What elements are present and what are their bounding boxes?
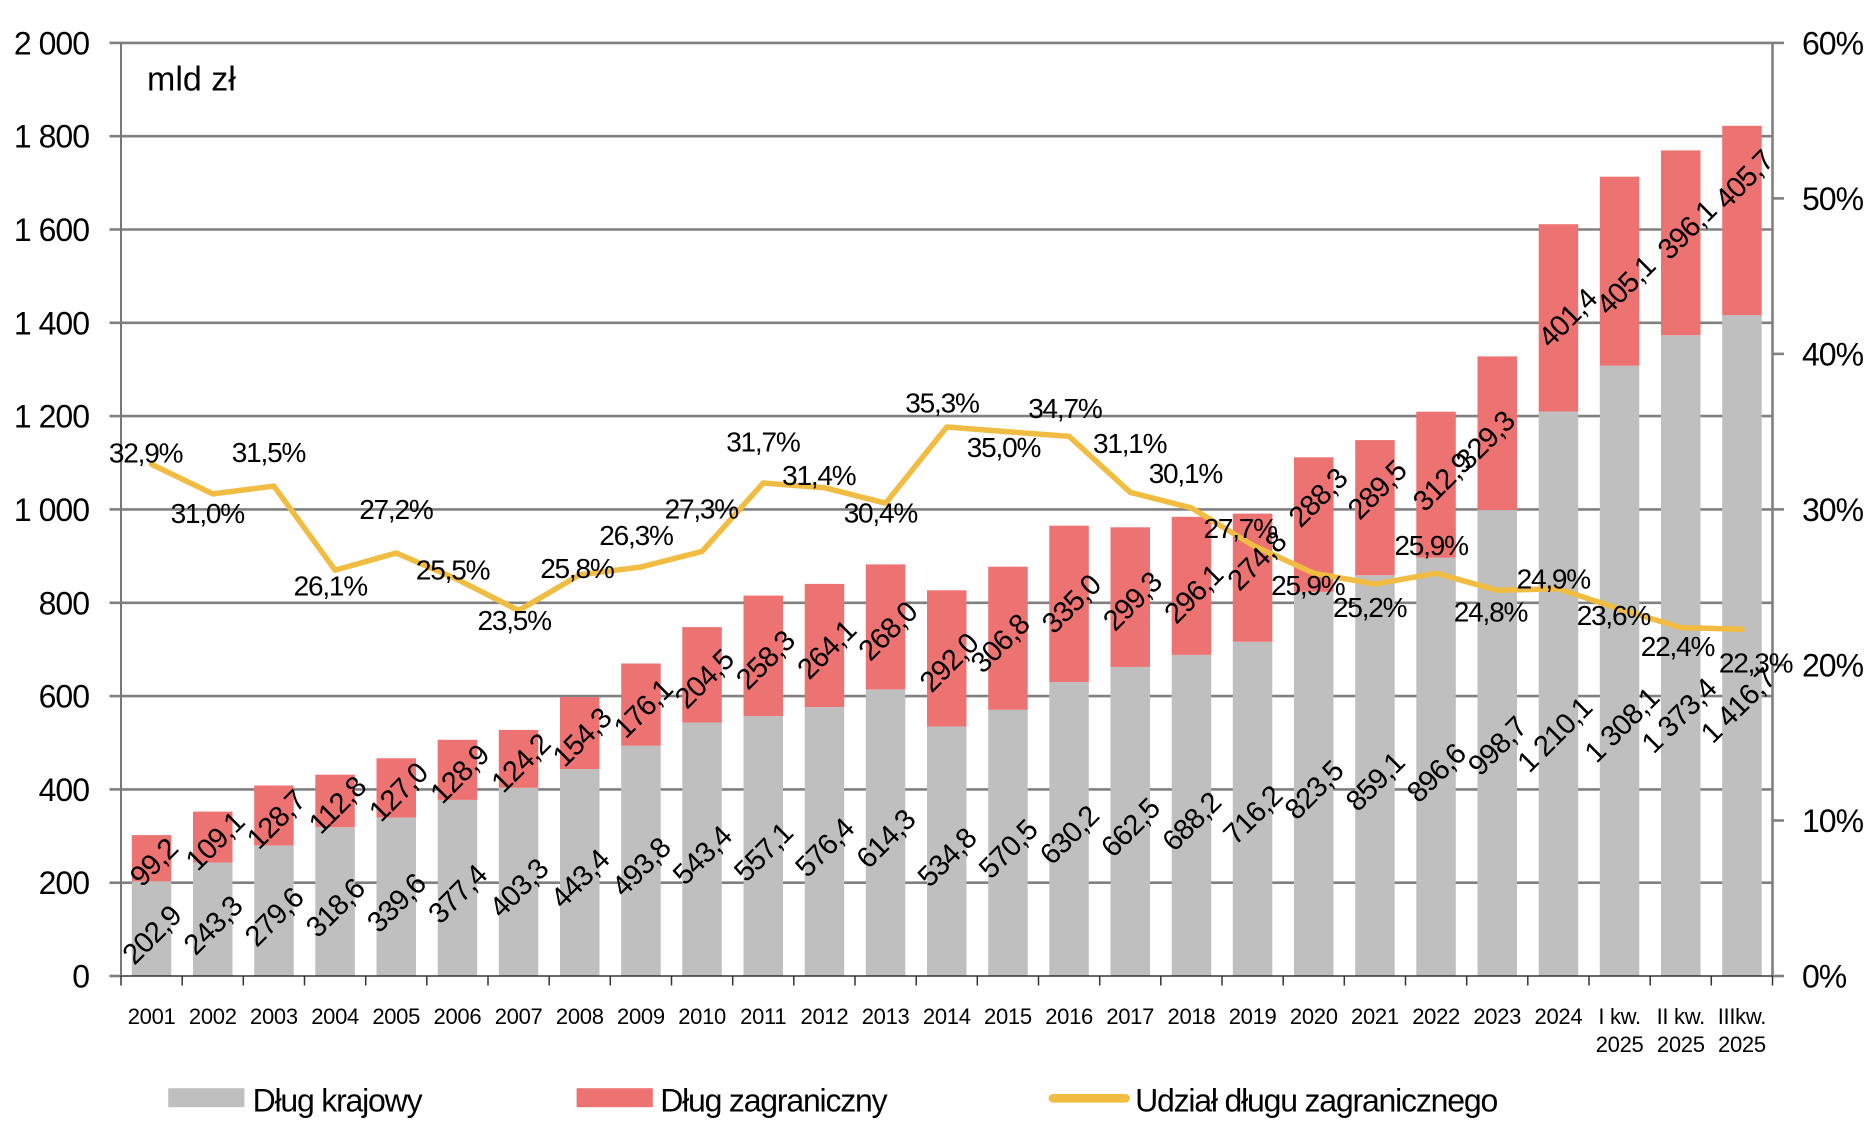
svg-text:31,1%: 31,1% xyxy=(1093,428,1167,459)
svg-text:600: 600 xyxy=(39,679,90,715)
svg-text:27,7%: 27,7% xyxy=(1203,513,1277,544)
svg-text:2023: 2023 xyxy=(1473,1004,1521,1029)
svg-text:25,2%: 25,2% xyxy=(1333,592,1407,623)
svg-text:400: 400 xyxy=(39,772,90,808)
svg-text:22,3%: 22,3% xyxy=(1719,647,1793,678)
svg-text:30,1%: 30,1% xyxy=(1149,458,1223,489)
svg-text:0%: 0% xyxy=(1802,959,1847,995)
svg-text:2003: 2003 xyxy=(250,1004,298,1029)
svg-text:Udział długu zagranicznego: Udział długu zagranicznego xyxy=(1135,1083,1497,1119)
svg-text:2013: 2013 xyxy=(862,1004,910,1029)
svg-text:27,2%: 27,2% xyxy=(359,494,433,525)
svg-text:1 400: 1 400 xyxy=(14,305,89,341)
svg-text:25,9%: 25,9% xyxy=(1394,530,1468,561)
svg-text:800: 800 xyxy=(39,585,90,621)
svg-text:2 000: 2 000 xyxy=(14,25,89,61)
svg-text:mld zł: mld zł xyxy=(147,61,236,99)
svg-text:200: 200 xyxy=(39,865,90,901)
svg-text:35,3%: 35,3% xyxy=(905,387,979,418)
svg-text:26,1%: 26,1% xyxy=(294,570,368,601)
svg-text:60%: 60% xyxy=(1802,25,1864,61)
svg-text:2025: 2025 xyxy=(1596,1032,1644,1057)
svg-text:25,5%: 25,5% xyxy=(416,555,490,586)
svg-text:23,5%: 23,5% xyxy=(477,605,551,636)
svg-text:2020: 2020 xyxy=(1290,1004,1338,1029)
svg-text:I kw.: I kw. xyxy=(1598,1004,1641,1029)
svg-text:2021: 2021 xyxy=(1351,1004,1399,1029)
svg-text:1 000: 1 000 xyxy=(14,492,89,528)
svg-text:2009: 2009 xyxy=(617,1004,665,1029)
svg-text:II kw.: II kw. xyxy=(1657,1004,1705,1029)
svg-text:2017: 2017 xyxy=(1106,1004,1154,1029)
svg-text:2006: 2006 xyxy=(434,1004,482,1029)
svg-text:27,3%: 27,3% xyxy=(665,494,739,525)
svg-text:2007: 2007 xyxy=(495,1004,543,1029)
svg-text:30,4%: 30,4% xyxy=(844,498,918,529)
svg-text:31,4%: 31,4% xyxy=(782,460,856,491)
svg-text:31,5%: 31,5% xyxy=(232,437,306,468)
svg-text:2004: 2004 xyxy=(311,1004,359,1029)
svg-text:1 800: 1 800 xyxy=(14,119,89,155)
svg-text:2012: 2012 xyxy=(801,1004,849,1029)
svg-text:30%: 30% xyxy=(1802,492,1864,528)
svg-text:24,9%: 24,9% xyxy=(1517,564,1591,595)
svg-text:2025: 2025 xyxy=(1657,1032,1705,1057)
svg-text:2010: 2010 xyxy=(678,1004,726,1029)
svg-text:2001: 2001 xyxy=(128,1004,176,1029)
svg-text:20%: 20% xyxy=(1802,648,1864,684)
svg-text:Dług zagraniczny: Dług zagraniczny xyxy=(660,1083,887,1119)
svg-text:25,8%: 25,8% xyxy=(540,553,614,584)
svg-text:Dług krajowy: Dług krajowy xyxy=(253,1083,423,1119)
svg-text:40%: 40% xyxy=(1802,336,1864,372)
svg-text:2019: 2019 xyxy=(1229,1004,1277,1029)
svg-text:2011: 2011 xyxy=(740,1004,786,1029)
svg-text:31,0%: 31,0% xyxy=(171,498,245,529)
svg-text:2024: 2024 xyxy=(1535,1004,1583,1029)
svg-text:2015: 2015 xyxy=(984,1004,1032,1029)
svg-text:24,8%: 24,8% xyxy=(1454,596,1528,627)
svg-text:IIIkw.: IIIkw. xyxy=(1718,1004,1766,1029)
svg-text:34,7%: 34,7% xyxy=(1028,393,1102,424)
svg-text:31,7%: 31,7% xyxy=(726,427,800,458)
svg-text:2008: 2008 xyxy=(556,1004,604,1029)
svg-text:1 600: 1 600 xyxy=(14,212,89,248)
svg-text:26,3%: 26,3% xyxy=(599,520,673,551)
svg-text:10%: 10% xyxy=(1802,803,1864,839)
svg-text:2005: 2005 xyxy=(372,1004,420,1029)
svg-text:1 200: 1 200 xyxy=(14,399,89,435)
svg-text:2018: 2018 xyxy=(1168,1004,1216,1029)
svg-text:2016: 2016 xyxy=(1045,1004,1093,1029)
svg-text:32,9%: 32,9% xyxy=(109,437,183,468)
svg-text:0: 0 xyxy=(72,959,89,995)
svg-text:35,0%: 35,0% xyxy=(967,432,1041,463)
svg-text:2022: 2022 xyxy=(1412,1004,1460,1029)
svg-text:22,4%: 22,4% xyxy=(1641,631,1715,662)
svg-text:2014: 2014 xyxy=(923,1004,971,1029)
svg-text:50%: 50% xyxy=(1802,181,1864,217)
svg-text:2002: 2002 xyxy=(189,1004,237,1029)
svg-text:23,6%: 23,6% xyxy=(1577,600,1651,631)
svg-text:2025: 2025 xyxy=(1718,1032,1766,1057)
svg-text:25,9%: 25,9% xyxy=(1271,570,1345,601)
